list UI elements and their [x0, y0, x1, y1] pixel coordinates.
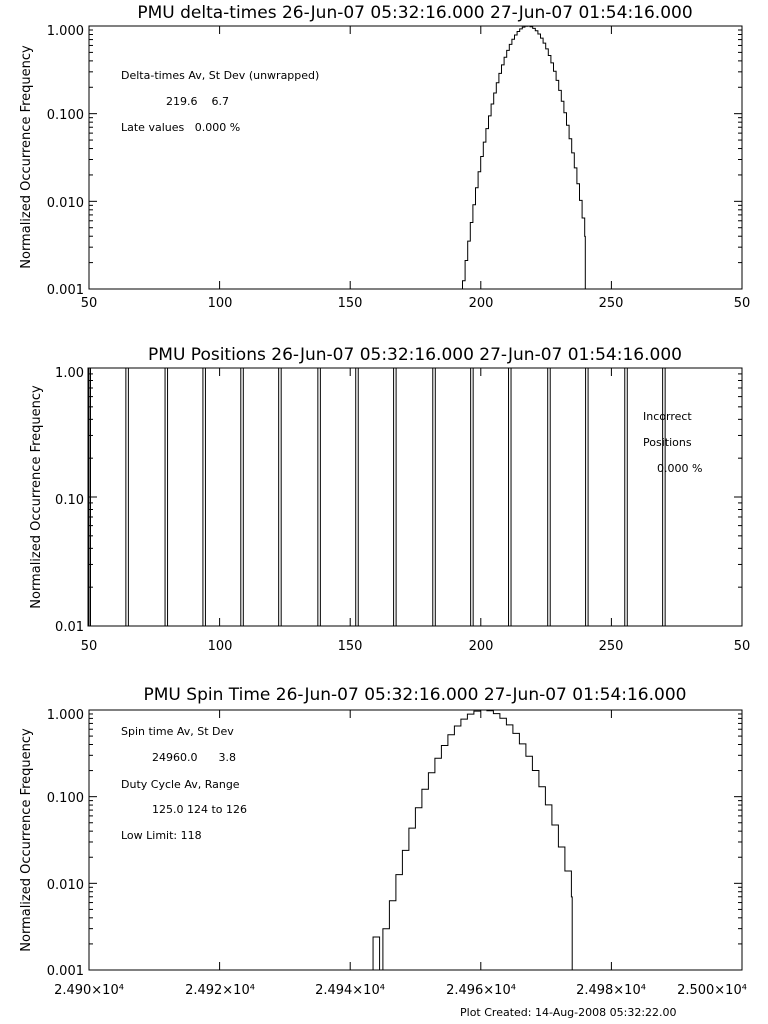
position-bar — [662, 367, 666, 627]
x-tick-label: 200 — [469, 639, 494, 654]
position-bar — [355, 367, 359, 627]
y-tick-label: 0.100 — [47, 791, 84, 806]
position-bar — [125, 367, 129, 627]
y-tick-label: 0.001 — [47, 964, 84, 979]
y-tick-label: 1.00 — [55, 366, 84, 381]
x-tick-label: 2.494×10⁴ — [315, 983, 385, 998]
stats-annotation: Delta-times Av, St Dev (unwrapped) — [121, 69, 319, 82]
x-tick-label: 50 — [734, 639, 751, 654]
position-bar — [278, 367, 282, 627]
position-bar — [202, 367, 206, 627]
x-tick-label: 2.500×10⁴ — [677, 983, 747, 998]
x-tick-label: 150 — [338, 296, 363, 311]
x-tick-label: 100 — [208, 296, 233, 311]
panel-delta-times: PMU delta-times 26-Jun-07 05:32:16.000 2… — [19, 3, 750, 311]
x-tick-label: 50 — [81, 296, 98, 311]
histogram-spike-3 — [372, 936, 381, 970]
chart-title-3: PMU Spin Time 26-Jun-07 05:32:16.000 27-… — [144, 685, 687, 705]
x-tick-label: 2.496×10⁴ — [446, 983, 516, 998]
x-tick-label: 250 — [599, 296, 624, 311]
y-tick-label: 0.10 — [55, 493, 84, 508]
position-bar — [585, 367, 589, 627]
x-tick-label: 100 — [208, 639, 233, 654]
position-bar — [624, 367, 628, 627]
y-axis-label-1: Normalized Occurrence Frequency — [19, 45, 34, 269]
stats-annotation: Spin time Av, St Dev — [121, 725, 234, 738]
stats-annotation: Late values 0.000 % — [121, 121, 240, 134]
panel-positions: PMU Positions 26-Jun-07 05:32:16.000 27-… — [29, 345, 750, 654]
position-bar — [470, 367, 474, 627]
y-tick-label: 1.000 — [47, 708, 84, 723]
plot-frame-1 — [88, 25, 743, 290]
x-tick-label: 2.498×10⁴ — [576, 983, 646, 998]
histogram-line-1 — [457, 25, 586, 290]
y-tick-label: 1.000 — [47, 24, 84, 39]
y-axis-label-2: Normalized Occurrence Frequency — [29, 385, 44, 609]
stats-annotation: Duty Cycle Av, Range — [121, 778, 240, 791]
plot-created-footer: Plot Created: 14-Aug-2008 05:32:22.00 — [460, 1006, 677, 1019]
position-bar — [547, 367, 551, 627]
position-bar — [317, 367, 321, 627]
panel-spin-time: PMU Spin Time 26-Jun-07 05:32:16.000 27-… — [19, 685, 747, 998]
y-tick-label: 0.100 — [47, 108, 84, 123]
position-bar — [393, 367, 397, 627]
position-bar — [240, 367, 244, 627]
x-tick-label: 50 — [81, 639, 98, 654]
position-bar — [508, 367, 512, 627]
position-bars — [87, 367, 666, 627]
y-tick-label: 0.010 — [47, 196, 84, 211]
x-tick-label: 2.492×10⁴ — [185, 983, 255, 998]
x-tick-label: 50 — [734, 296, 751, 311]
stats-annotation: 125.0 124 to 126 — [152, 803, 247, 816]
position-bar — [164, 367, 169, 627]
y-axis-label-3: Normalized Occurrence Frequency — [19, 728, 34, 952]
x-tick-label: 200 — [469, 296, 494, 311]
plot-frame-2 — [88, 367, 743, 627]
positions-annotation: Incorrect — [643, 410, 692, 423]
positions-annotation: Positions — [643, 436, 692, 449]
x-tick-label: 150 — [338, 639, 363, 654]
chart-title-1: PMU delta-times 26-Jun-07 05:32:16.000 2… — [137, 3, 692, 23]
stats-annotation: 219.6 6.7 — [166, 95, 229, 108]
plot-frame-3 — [88, 709, 743, 971]
position-bar — [432, 367, 436, 627]
stats-annotation: 24960.0 3.8 — [152, 751, 236, 764]
x-tick-label: 2.490×10⁴ — [54, 983, 124, 998]
positions-annotation: 0.000 % — [657, 462, 702, 475]
y-tick-label: 0.010 — [47, 878, 84, 893]
stats-annotation: Low Limit: 118 — [121, 829, 202, 842]
y-tick-label: 0.01 — [55, 620, 84, 635]
y-tick-label: 0.001 — [47, 283, 84, 298]
x-tick-label: 250 — [599, 639, 624, 654]
chart-title-2: PMU Positions 26-Jun-07 05:32:16.000 27-… — [148, 345, 682, 365]
histogram-line-3 — [382, 709, 573, 970]
